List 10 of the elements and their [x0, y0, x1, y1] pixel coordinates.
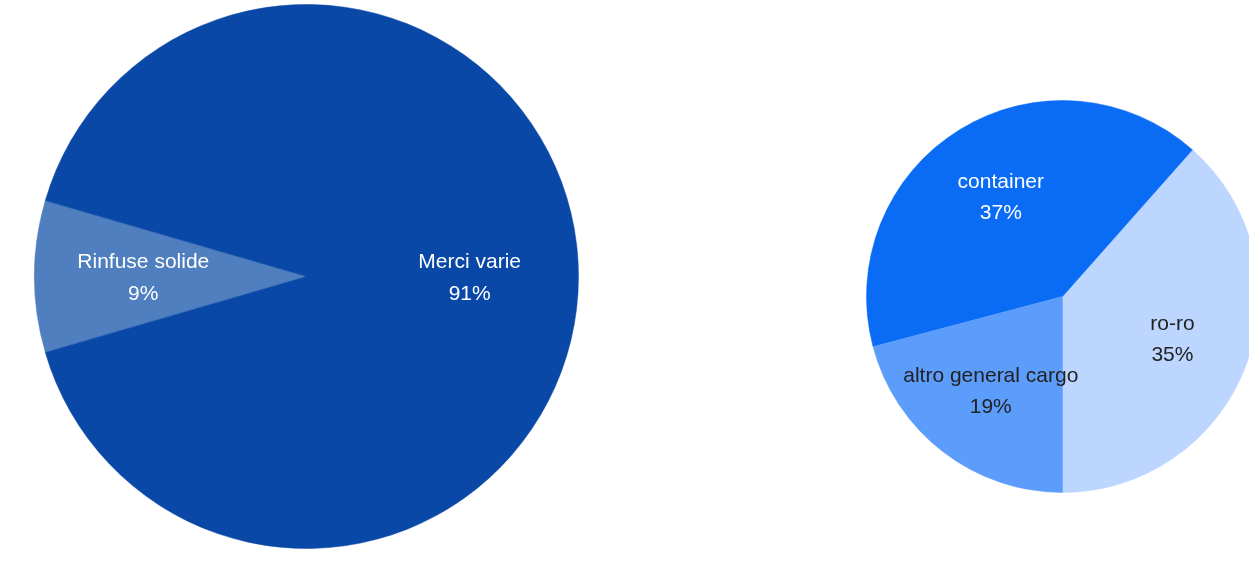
data-label: 37%: [979, 200, 1022, 224]
slice-label: Merci varie: [418, 249, 522, 273]
slice-label: Rinfuse solide: [77, 249, 210, 273]
slice-label: altro general cargo: [903, 362, 1079, 386]
data-label: 19%: [969, 393, 1012, 417]
slice-label: ro-ro: [1150, 311, 1195, 335]
data-label: 91%: [448, 280, 491, 304]
data-label: 35%: [1151, 342, 1194, 366]
data-label: 9%: [128, 280, 159, 304]
slice-label: container: [957, 169, 1044, 193]
